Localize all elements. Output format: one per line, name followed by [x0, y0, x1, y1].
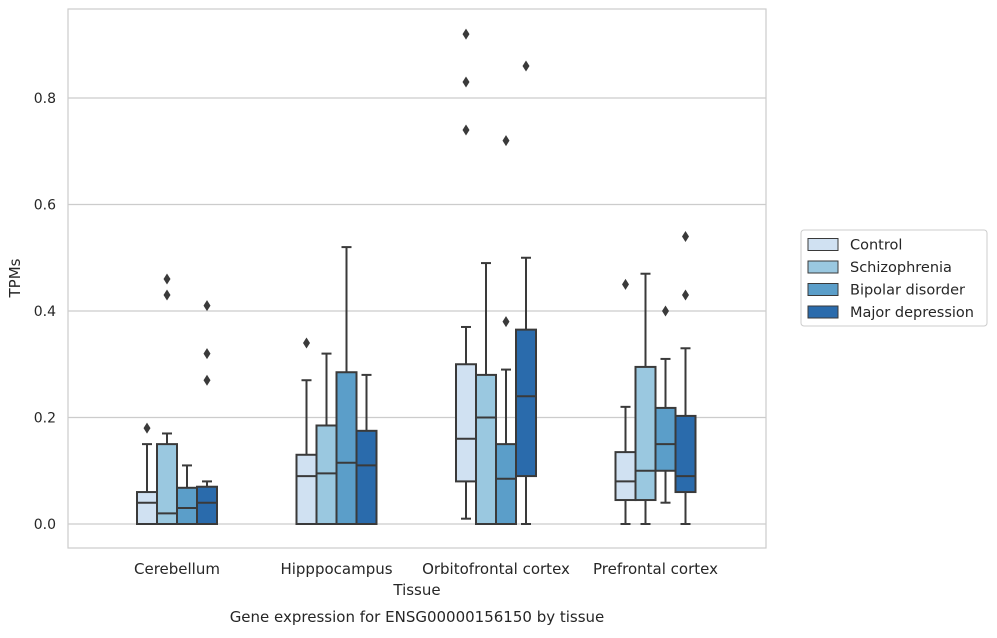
outlier-marker [203, 374, 211, 386]
legend-label: Major depression [850, 305, 974, 321]
box-2-2 [495, 135, 517, 525]
box-0-2 [176, 464, 198, 526]
box-body [475, 373, 497, 525]
box-1-0 [295, 337, 318, 525]
outlier-marker [462, 76, 470, 88]
y-tick-label: 0.6 [34, 198, 56, 214]
outlier-marker [682, 230, 689, 242]
x-tick-label: Orbitofrontal cortex [422, 560, 570, 578]
legend-swatch [807, 305, 839, 319]
box-3-0 [614, 278, 637, 525]
legend-swatch [807, 260, 839, 274]
box-1-2 [335, 246, 358, 525]
box-body [634, 365, 657, 502]
outlier-marker [522, 60, 530, 72]
outlier-marker [462, 124, 470, 136]
outlier-marker [163, 273, 171, 285]
legend-label: Bipolar disorder [850, 283, 965, 299]
y-tick-labels: 0.0 0.2 0.4 0.6 0.8 [34, 91, 56, 533]
y-tick-label: 0.4 [34, 304, 56, 320]
box-0-1 [156, 273, 178, 525]
box-1-3 [355, 373, 378, 525]
box-3-2 [654, 305, 677, 504]
outlier-marker [502, 316, 510, 328]
y-axis-label: TPMs [6, 258, 24, 298]
box-layer [136, 28, 697, 526]
box-0-3 [196, 300, 218, 526]
x-tick-label: Cerebellum [134, 560, 220, 578]
box-body [295, 453, 318, 525]
outlier-marker [662, 305, 669, 317]
outlier-marker [163, 289, 171, 301]
x-axis-label: Tissue [392, 581, 440, 599]
legend-swatch [807, 238, 839, 251]
box-body [136, 491, 158, 525]
y-tick-label: 0.2 [34, 411, 56, 427]
box-body [196, 485, 218, 526]
outlier-marker [502, 135, 510, 147]
outlier-marker [462, 28, 470, 40]
box-3-3 [674, 230, 697, 525]
legend: Control Schizophrenia Bipolar disorder Majo… [800, 229, 988, 327]
box-1-1 [315, 352, 338, 525]
legend-swatch [807, 283, 839, 296]
box-2-0 [455, 28, 477, 520]
box-body [335, 371, 358, 525]
box-body [156, 443, 178, 525]
box-body [315, 424, 338, 525]
legend-label: Schizophrenia [850, 260, 952, 276]
plot-frame [67, 8, 767, 549]
outlier-marker [203, 348, 211, 360]
box-body [674, 414, 697, 494]
legend-items: Control Schizophrenia Bipolar disorder Majo… [807, 238, 974, 321]
box-body [614, 451, 637, 502]
outlier-marker [682, 289, 689, 301]
legend-frame [800, 229, 988, 327]
chart-caption: Gene expression for ENSG00000156150 by t… [230, 608, 605, 626]
x-tick-labels: Cerebellum Hipppocampus Orbitofrontal cort… [134, 560, 718, 578]
legend-label: Control [850, 238, 902, 254]
box-body [455, 363, 477, 483]
x-tick-label: Prefrontal cortex [593, 560, 718, 578]
box-2-3 [515, 60, 537, 525]
box-2-1 [475, 262, 497, 525]
y-tick-label: 0.0 [34, 517, 56, 533]
box-body [515, 328, 537, 478]
outlier-marker [622, 278, 629, 290]
outlier-marker [203, 300, 211, 312]
box-body [495, 443, 517, 525]
box-0-0 [136, 422, 158, 525]
x-tick-label: Hipppocampus [280, 560, 392, 578]
box-body [654, 406, 677, 472]
y-tick-label: 0.8 [34, 91, 56, 107]
box-body [176, 486, 198, 526]
outlier-marker [143, 422, 151, 434]
outlier-marker [303, 337, 310, 349]
box-body [355, 429, 378, 525]
